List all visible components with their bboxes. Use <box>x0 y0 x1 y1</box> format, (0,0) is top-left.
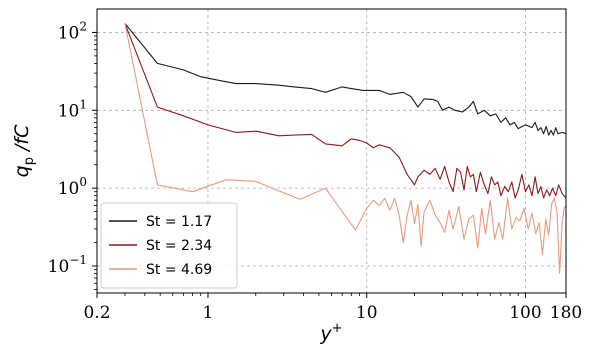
series-line-2 <box>124 23 567 199</box>
y-axis-label: qp /fC <box>11 124 37 177</box>
y-tick-label: 101 <box>58 97 87 121</box>
y-tick-label: 102 <box>58 19 87 43</box>
x-tick-label: 100 <box>509 303 541 323</box>
series-layer <box>124 23 567 275</box>
series-line-3 <box>124 23 567 275</box>
legend-label-2: St = 2.34 <box>146 238 212 254</box>
legend-items: St = 1.17 St = 2.34 St = 4.69 <box>109 214 212 278</box>
ticks <box>92 31 567 298</box>
x-tick-label: 180 <box>550 303 582 323</box>
y-tick-label: 10−1 <box>48 253 87 277</box>
series-line-1 <box>124 23 567 136</box>
tick-labels: 0.2 1 10 100 180 10−1 100 101 102 <box>48 19 583 323</box>
x-axis-label: y+ <box>319 321 342 345</box>
legend-box <box>100 202 238 289</box>
legend-label-3: St = 4.69 <box>146 262 212 278</box>
x-tick-label: 0.2 <box>83 303 110 323</box>
legend-label-1: St = 1.17 <box>146 214 212 230</box>
x-tick-label: 10 <box>356 303 378 323</box>
x-tick-label: 1 <box>203 303 214 323</box>
legend: St = 1.17 St = 2.34 St = 4.69 <box>100 202 238 289</box>
y-tick-label: 100 <box>58 175 87 199</box>
